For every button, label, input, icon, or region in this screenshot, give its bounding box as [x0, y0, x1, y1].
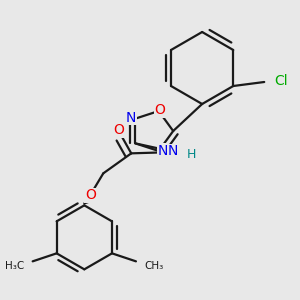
Text: CH₃: CH₃: [144, 261, 163, 271]
Text: O: O: [154, 103, 165, 117]
Text: H₃C: H₃C: [5, 261, 25, 271]
Text: O: O: [85, 188, 96, 202]
Text: O: O: [113, 123, 124, 137]
Text: Cl: Cl: [274, 74, 288, 88]
Text: H: H: [187, 148, 196, 161]
Text: N: N: [126, 111, 136, 125]
Text: N: N: [168, 144, 178, 158]
Text: N: N: [158, 144, 168, 158]
